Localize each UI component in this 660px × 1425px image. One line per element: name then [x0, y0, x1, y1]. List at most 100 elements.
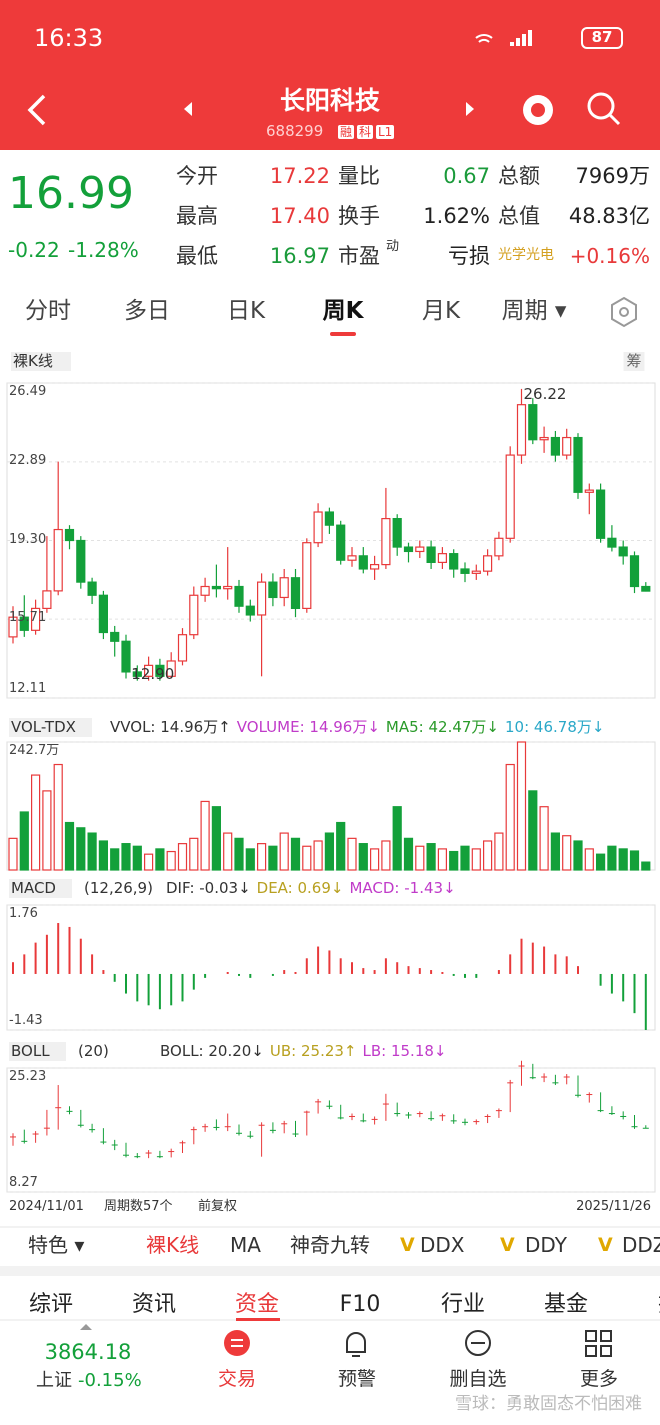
indicator-selector[interactable]: MACD — [9, 879, 72, 898]
y-tick-label: 15.71 — [9, 610, 47, 626]
y-tick-label: 8.27 — [9, 1175, 38, 1190]
more-icon[interactable] — [585, 1330, 612, 1357]
period-tab[interactable]: 分时 — [25, 298, 71, 324]
candle-body — [234, 585, 244, 607]
settings-icon[interactable] — [611, 296, 637, 328]
field-value: 亏损 — [448, 244, 490, 268]
section-tab[interactable]: 资金 — [234, 1292, 280, 1317]
price: 16.99 — [8, 168, 134, 219]
indicator-value: 10: 46.78万↓ — [505, 718, 605, 736]
candle-body — [132, 671, 142, 677]
candle-body — [313, 511, 323, 544]
candle-body — [471, 570, 481, 574]
volume-bar — [144, 853, 154, 871]
section-tab[interactable]: 基金 — [543, 1292, 589, 1317]
y-tick-label: 26.49 — [9, 384, 47, 399]
section-tab[interactable]: F10 — [339, 1292, 381, 1317]
volume-bar — [268, 845, 278, 871]
section-tab[interactable]: 综评 — [28, 1292, 74, 1317]
indicator-params: (12,26,9) — [84, 879, 153, 897]
y-tick-label: 12.11 — [9, 681, 47, 696]
date-end: 2025/11/26 — [576, 1199, 651, 1214]
indicator-tab[interactable]: 神奇九转 — [290, 1233, 370, 1257]
nav-item[interactable]: 删自选 — [449, 1368, 507, 1390]
indicator-tab[interactable]: 裸K线 — [146, 1233, 200, 1257]
candle-body — [245, 605, 255, 616]
y-tick-label: 25.23 — [9, 1069, 47, 1084]
indicator-tab[interactable]: DDX — [420, 1233, 465, 1257]
bottom-nav-bg — [0, 1320, 660, 1425]
volume-bar — [347, 837, 357, 871]
volume-bar — [200, 800, 210, 871]
candle-body — [494, 537, 504, 557]
section-tab[interactable]: 技 — [658, 1294, 660, 1316]
candle-body — [607, 537, 617, 548]
candle-body — [584, 489, 594, 493]
indicator-tab[interactable]: 特色 ▾ — [28, 1233, 85, 1257]
period-tab[interactable]: 多日 — [124, 298, 170, 324]
indicator-selector[interactable]: VOL-TDX — [9, 718, 92, 737]
sector: 光学光电 — [498, 247, 554, 263]
candle-body — [121, 640, 131, 673]
section-tab[interactable]: 资讯 — [131, 1292, 177, 1317]
field-value: 0.67 — [443, 164, 490, 188]
field-label: 市盈 — [338, 244, 380, 268]
volume-bar — [358, 843, 368, 871]
indicator-value: BOLL: 20.20↓ — [160, 1042, 264, 1060]
period-tab[interactable]: 月K — [421, 298, 461, 324]
field-label: 量比 — [338, 164, 380, 188]
volume-bar — [234, 837, 244, 871]
volume-bar — [98, 840, 109, 871]
remove-icon[interactable] — [465, 1330, 491, 1356]
back-icon[interactable] — [27, 94, 46, 126]
candle-body — [8, 616, 18, 638]
candle-body — [42, 590, 52, 610]
field-value: 17.22 — [269, 164, 330, 188]
y-tick-label: 1.76 — [9, 906, 38, 921]
v-badge: V — [500, 1234, 515, 1256]
v-badge: V — [400, 1234, 415, 1256]
y-tick-label: -1.43 — [9, 1013, 43, 1028]
nav-item[interactable]: 交易 — [217, 1368, 257, 1390]
candle-body — [641, 585, 651, 592]
field-label: 今开 — [176, 164, 218, 188]
settings-dot — [619, 307, 629, 317]
volume-bar — [392, 806, 402, 871]
next-icon[interactable] — [466, 102, 474, 116]
indicator-tab[interactable]: DDZ — [622, 1233, 660, 1257]
period-tab[interactable]: 周期 ▾ — [501, 298, 567, 324]
candle-body — [53, 528, 63, 592]
indicator-tab[interactable]: MA — [230, 1233, 261, 1257]
candle-body — [87, 581, 97, 596]
period-tab[interactable]: 周K — [322, 298, 364, 324]
mode-selector[interactable]: 裸K线 — [11, 352, 71, 371]
section-tab[interactable]: 行业 — [440, 1292, 486, 1317]
volume-bar — [302, 845, 312, 871]
volume-bar — [539, 806, 549, 871]
trade-icon[interactable] — [224, 1330, 250, 1356]
candle-body — [76, 539, 86, 583]
chip-button[interactable]: 筹 — [623, 352, 645, 371]
volume-bar — [550, 832, 561, 871]
volume-bar — [155, 848, 165, 871]
volume-bar — [257, 843, 267, 871]
indicator-selector[interactable]: BOLL — [9, 1042, 66, 1061]
indicator-tab[interactable]: DDY — [525, 1233, 567, 1257]
candle-body — [336, 524, 346, 561]
max-label: 26.22 — [523, 384, 567, 403]
field-label: 总额 — [498, 164, 540, 188]
prev-icon[interactable] — [184, 102, 192, 116]
candle-body — [483, 555, 493, 572]
nav-item[interactable]: 预警 — [337, 1368, 377, 1390]
volume-bar — [516, 741, 527, 871]
volume-bar — [370, 848, 380, 871]
nav-item[interactable]: 更多 — [579, 1368, 619, 1390]
period-tab[interactable]: 日K — [226, 298, 266, 324]
alert-icon[interactable] — [346, 1332, 366, 1357]
volume-bar — [573, 840, 583, 871]
volume-bar — [31, 774, 41, 871]
search-icon[interactable] — [587, 92, 615, 120]
mascot-eye — [531, 103, 545, 117]
indicator-value: DIF: -0.03↓ — [166, 879, 251, 897]
